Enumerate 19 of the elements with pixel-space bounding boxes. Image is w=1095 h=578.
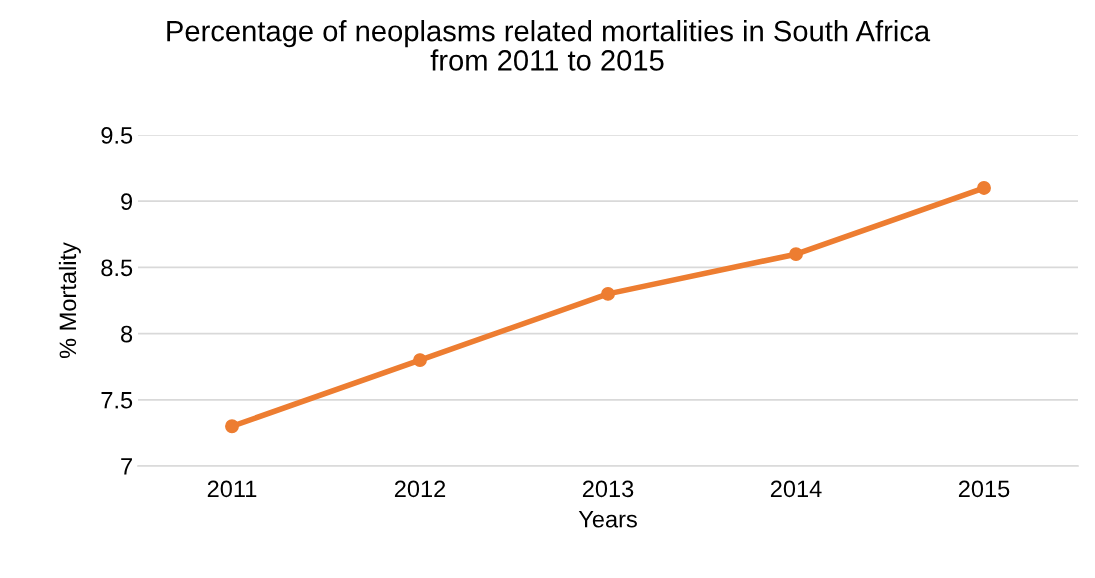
y-axis-title: % Mortality	[58, 242, 81, 359]
point	[225, 419, 239, 434]
x-axis-title: Years	[578, 511, 637, 528]
point	[601, 286, 615, 301]
x-tick-label: 2014	[770, 480, 822, 498]
x-tick-label: 2015	[958, 480, 1010, 498]
chart-title: Percentage of neoplasms related mortalities in South Africa from 2011 to 2015	[167, 20, 931, 71]
y-tick-label: 7	[121, 458, 132, 475]
y-tick-label: 9.5	[101, 127, 133, 144]
y-tick-label: 9	[121, 193, 133, 210]
x-tick-label: 2011	[207, 480, 257, 498]
x-tick-label: 2013	[582, 480, 634, 498]
point	[789, 247, 803, 262]
y-tick-label: 8	[121, 325, 133, 343]
x-tick-label: 2012	[394, 480, 446, 498]
point	[977, 181, 991, 195]
point	[413, 353, 427, 368]
y-tick-label: 7.5	[101, 392, 133, 409]
y-tick-label: 8.5	[101, 259, 133, 277]
